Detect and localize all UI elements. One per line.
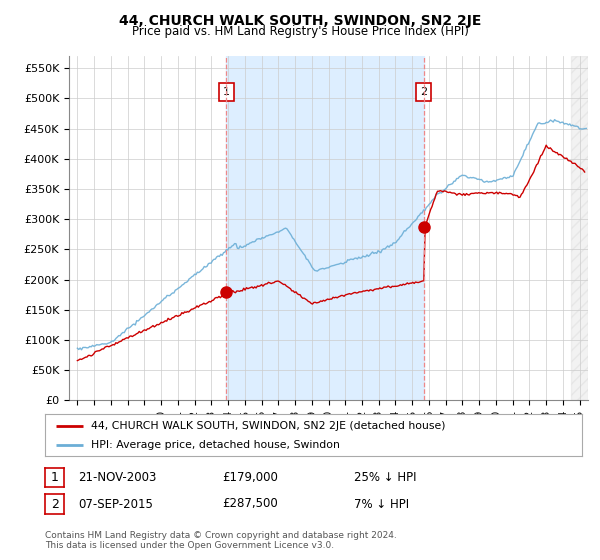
Text: Contains HM Land Registry data © Crown copyright and database right 2024.
This d: Contains HM Land Registry data © Crown c… [45, 531, 397, 550]
Text: 1: 1 [50, 470, 59, 484]
Text: 25% ↓ HPI: 25% ↓ HPI [354, 470, 416, 484]
Text: 1: 1 [223, 87, 230, 97]
Text: 2: 2 [421, 87, 427, 97]
Text: 44, CHURCH WALK SOUTH, SWINDON, SN2 2JE: 44, CHURCH WALK SOUTH, SWINDON, SN2 2JE [119, 14, 481, 28]
Text: 07-SEP-2015: 07-SEP-2015 [78, 497, 153, 511]
Text: 44, CHURCH WALK SOUTH, SWINDON, SN2 2JE (detached house): 44, CHURCH WALK SOUTH, SWINDON, SN2 2JE … [91, 421, 445, 431]
Text: Price paid vs. HM Land Registry's House Price Index (HPI): Price paid vs. HM Land Registry's House … [131, 25, 469, 38]
Text: 21-NOV-2003: 21-NOV-2003 [78, 470, 157, 484]
Text: £287,500: £287,500 [222, 497, 278, 511]
Text: £179,000: £179,000 [222, 470, 278, 484]
Text: HPI: Average price, detached house, Swindon: HPI: Average price, detached house, Swin… [91, 440, 340, 450]
Bar [571, 56, 588, 400]
Text: 2: 2 [50, 497, 59, 511]
Text: 7% ↓ HPI: 7% ↓ HPI [354, 497, 409, 511]
Bar [226, 56, 424, 400]
